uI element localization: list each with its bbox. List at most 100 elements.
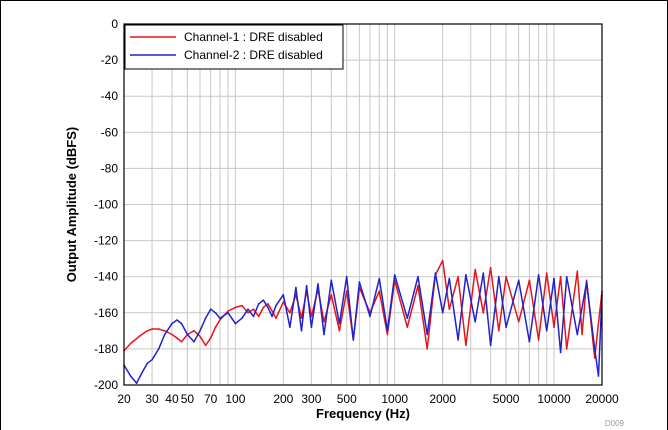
data-point-channel-2 (323, 333, 325, 336)
x-tick-label: 10000 (537, 392, 571, 406)
data-point-channel-2 (545, 330, 548, 332)
y-tick-label: -100 (94, 198, 118, 212)
data-point-channel-1 (559, 275, 562, 278)
data-point-channel-2 (338, 322, 341, 325)
y-tick-label: -200 (94, 378, 118, 392)
data-point-channel-2 (267, 306, 269, 309)
data-point-channel-2 (330, 279, 333, 282)
data-point-channel-1 (282, 301, 285, 303)
y-tick-label: -60 (101, 125, 119, 139)
data-point-channel-1 (426, 348, 429, 350)
y-tick-label: -20 (101, 53, 119, 67)
data-point-channel-1 (180, 340, 183, 343)
y-tick-label: 0 (111, 17, 118, 31)
x-tick-label: 50 (181, 392, 195, 406)
data-point-channel-2 (135, 382, 138, 385)
data-point-channel-1 (517, 321, 520, 323)
data-point-channel-2 (434, 272, 437, 274)
data-point-channel-1 (171, 333, 173, 336)
data-point-channel-1 (565, 348, 568, 350)
data-point-channel-1 (345, 290, 348, 292)
data-point-channel-1 (441, 259, 444, 262)
y-axis-title: Output Amplitude (dBFS) (64, 127, 79, 283)
data-point-channel-2 (358, 281, 361, 283)
data-point-channel-2 (204, 317, 207, 320)
data-point-channel-2 (262, 299, 265, 302)
data-point-channel-1 (465, 344, 467, 347)
data-point-channel-1 (214, 326, 217, 329)
data-point-channel-1 (505, 275, 507, 278)
data-point-channel-1 (267, 303, 269, 305)
x-tick-label: 70 (204, 392, 218, 406)
data-point-channel-2 (593, 348, 596, 350)
data-point-channel-2 (193, 340, 195, 343)
data-point-channel-2 (300, 330, 303, 332)
data-point-channel-2 (352, 339, 355, 341)
data-point-channel-1 (289, 312, 291, 314)
data-point-channel-2 (457, 339, 459, 341)
data-point-channel-2 (146, 362, 149, 365)
data-point-channel-1 (323, 321, 325, 323)
y-tick-label: -80 (101, 161, 119, 175)
data-point-channel-2 (597, 375, 600, 377)
data-point-channel-2 (585, 281, 588, 283)
data-point-channel-1 (482, 312, 485, 314)
data-point-channel-2 (282, 294, 285, 296)
y-tick-label: -40 (101, 89, 119, 103)
data-point-channel-2 (141, 371, 143, 374)
data-point-channel-2 (498, 275, 500, 278)
data-point-channel-1 (417, 284, 419, 287)
data-point-channel-1 (262, 306, 265, 309)
data-point-channel-2 (448, 277, 451, 280)
data-point-channel-1 (489, 266, 492, 269)
data-point-channel-1 (585, 279, 588, 282)
y-tick-label: -120 (94, 234, 118, 248)
data-point-channel-1 (129, 342, 132, 345)
data-point-channel-1 (157, 328, 160, 330)
data-point-channel-1 (448, 308, 451, 311)
series-line-channel-1 (123, 259, 603, 359)
legend-label-channel-2: Channel-2 : DRE disabled (184, 48, 323, 62)
legend-box (124, 24, 344, 70)
data-point-channel-1 (241, 304, 243, 307)
data-point-channel-2 (489, 344, 492, 347)
x-tick-labels: 20 30 40 50 70 100 200 300 500 1000 2000 5000 10000 2… (117, 392, 619, 406)
data-point-channel-1 (576, 270, 579, 273)
data-point-channel-2 (310, 326, 313, 329)
data-point-channel-1 (545, 272, 548, 274)
data-point-channel-2 (417, 275, 419, 278)
data-point-channel-2 (317, 283, 319, 285)
data-point-channel-2 (227, 312, 229, 314)
data-point-channel-2 (180, 322, 183, 325)
data-point-channel-1 (138, 335, 141, 338)
x-tick-label: 500 (337, 392, 357, 406)
data-point-channel-2 (257, 303, 260, 305)
data-point-channel-1 (271, 310, 273, 312)
data-point-channel-2 (345, 275, 348, 278)
frame-top-border (0, 0, 668, 1)
data-point-channel-1 (204, 344, 207, 347)
x-tick-label: 1000 (381, 392, 408, 406)
data-point-channel-1 (310, 315, 313, 318)
y-tick-label: -180 (94, 342, 118, 356)
x-tick-label: 2000 (429, 392, 456, 406)
x-tick-label: 300 (301, 392, 321, 406)
data-point-channel-2 (289, 326, 291, 329)
data-point-channel-1 (581, 333, 583, 336)
y-tick-labels: 0 -20 -40 -60 -80 -100 -120 -140 -160 -180 -200 (94, 17, 118, 392)
data-point-channel-2 (393, 274, 396, 276)
data-point-channel-1 (386, 333, 389, 336)
y-tick-label: -160 (94, 306, 118, 320)
data-point-channel-1 (234, 306, 237, 309)
data-point-channel-2 (559, 351, 562, 354)
data-point-channel-2 (241, 317, 243, 320)
x-tick-label: 5000 (493, 392, 520, 406)
data-point-channel-1 (219, 319, 221, 321)
plot-border (123, 23, 603, 386)
data-point-channel-2 (295, 286, 297, 289)
data-point-channel-2 (163, 333, 166, 336)
data-point-channel-1 (593, 357, 596, 359)
data-point-channel-1 (193, 330, 195, 332)
x-tick-label: 30 (145, 392, 159, 406)
